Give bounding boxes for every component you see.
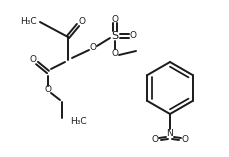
Text: O: O <box>111 49 118 57</box>
Text: O: O <box>111 14 118 24</box>
Text: O: O <box>44 86 51 95</box>
Text: O: O <box>151 135 158 144</box>
Text: S: S <box>111 31 118 41</box>
Text: O: O <box>29 56 36 65</box>
Text: O: O <box>89 43 96 52</box>
Text: N: N <box>166 128 173 138</box>
Text: O: O <box>181 135 188 144</box>
Text: H₃C: H₃C <box>70 117 86 127</box>
Text: H₃C: H₃C <box>20 16 37 25</box>
Text: O: O <box>129 32 136 41</box>
Text: O: O <box>78 17 85 27</box>
